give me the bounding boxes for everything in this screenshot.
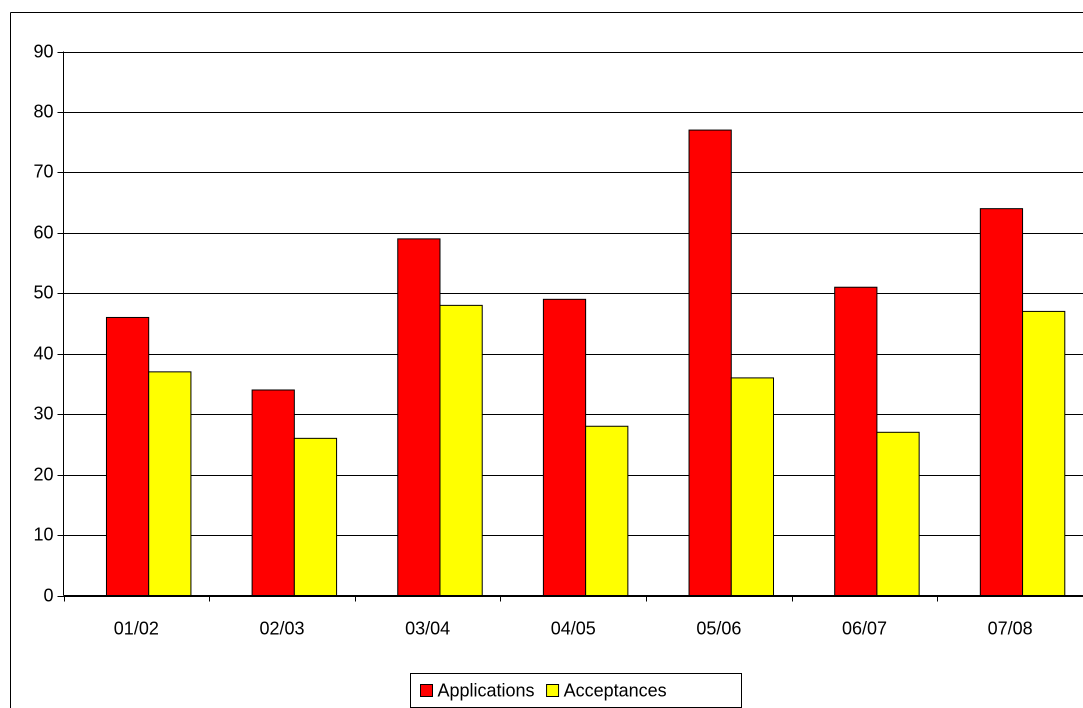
y-tick-label: 30 [33,403,53,423]
bar [105,316,150,596]
y-tick-label: 20 [33,464,53,484]
y-tick-label: 10 [33,524,53,544]
bar [397,238,441,596]
bar [1022,310,1066,596]
y-tick-label: 40 [33,343,53,363]
bar [834,286,878,596]
y-tick-label: 70 [33,161,53,181]
y-tick-label: 90 [33,41,53,61]
bar [293,437,338,596]
x-tick-label: 06/07 [842,618,887,638]
y-tick-label: 80 [33,101,53,121]
bar [542,298,587,596]
legend-label: Applications [438,680,535,700]
bar [979,208,1024,596]
bar [148,371,192,596]
legend [410,673,742,708]
x-tick-label: 01/02 [114,618,159,638]
bar [688,129,732,596]
bar [251,389,295,596]
y-tick-label: 50 [33,282,53,302]
y-tick-label: 60 [33,222,53,242]
x-tick-label: 07/08 [988,618,1033,638]
x-tick-label: 03/04 [405,618,450,638]
legend-label: Acceptances [564,680,667,700]
x-tick-label: 02/03 [259,618,304,638]
legend-swatch [420,684,433,697]
bar [730,377,775,596]
x-tick-label: 05/06 [696,618,741,638]
bar [876,431,920,596]
legend-swatch [546,684,560,697]
y-tick-label: 0 [43,585,53,605]
x-tick-label: 04/05 [551,618,596,638]
bar [585,425,629,596]
bar [439,304,483,596]
